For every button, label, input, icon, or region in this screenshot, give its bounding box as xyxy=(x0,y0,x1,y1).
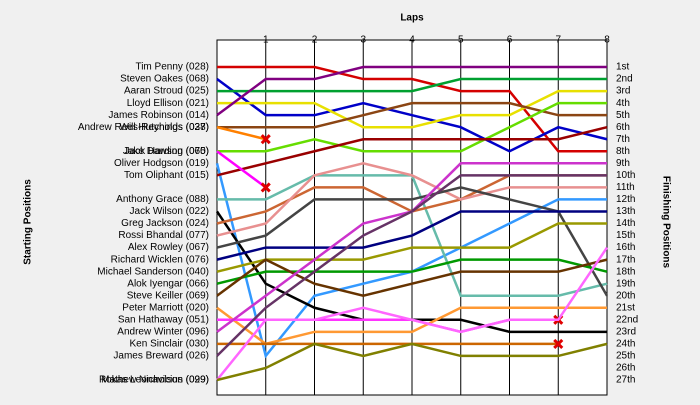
finishing-position-label: 27th xyxy=(616,375,635,386)
driver-line xyxy=(216,65,607,117)
starting-position-label: Steve Keiller (069) xyxy=(127,290,209,301)
finishing-position-label: 22nd xyxy=(616,314,638,325)
starting-position-label: Mathew Nicholson (029) xyxy=(101,375,209,386)
finishing-position-label: 25th xyxy=(616,351,635,362)
finishing-position-label: 23rd xyxy=(616,326,636,337)
starting-position-label: Will Hutchings (027) xyxy=(120,122,209,133)
driver-line xyxy=(216,174,607,357)
finishing-position-label: 13th xyxy=(616,206,635,217)
retirement-marker xyxy=(260,134,271,145)
starting-position-label: Michael Sanderson (040) xyxy=(97,266,209,277)
finishing-position-label: 14th xyxy=(616,218,635,229)
finishing-position-label: 18th xyxy=(616,266,635,277)
starting-position-label: Peter Marriott (020) xyxy=(122,302,209,313)
finishing-position-label: 24th xyxy=(616,339,635,350)
finishing-position-label: 20th xyxy=(616,290,635,301)
starting-position-label: Rossi Bhandal (077) xyxy=(118,230,209,241)
finishing-position-label: 6th xyxy=(616,122,630,133)
driver-line xyxy=(216,258,608,285)
starting-position-label: Oliver Hodgson (019) xyxy=(114,158,209,169)
finishing-position-label: 15th xyxy=(616,230,635,241)
x-tick-label: 5 xyxy=(458,35,464,46)
driver-line xyxy=(216,125,608,177)
starting-position-label: Andrew Winter (096) xyxy=(117,326,209,337)
finishing-position-label: 11th xyxy=(616,182,635,193)
retirement-marker xyxy=(553,338,564,349)
driver-line xyxy=(216,186,609,297)
driver-line xyxy=(216,162,607,237)
x-tick-label: 6 xyxy=(507,35,513,46)
starting-position-label: Richard Wicklen (076) xyxy=(111,254,209,265)
finishing-position-label: 1st xyxy=(616,62,630,73)
driver-line xyxy=(217,101,607,153)
finishing-position-label: 26th xyxy=(616,363,635,374)
y-axis-title: Starting Positions xyxy=(23,179,34,265)
finishing-position-label: 8th xyxy=(616,146,630,157)
finishing-position-label: 9th xyxy=(616,158,630,169)
starting-position-label: Ken Sinclair (030) xyxy=(130,339,209,350)
starting-position-label: Alok Iyengar (066) xyxy=(127,278,209,289)
x-tick-label: 2 xyxy=(312,35,318,46)
driver-line xyxy=(216,78,608,153)
driver-line xyxy=(216,306,607,346)
finishing-position-label: 10th xyxy=(616,170,635,181)
starting-position-label: James Breward (026) xyxy=(113,351,209,362)
starting-position-label: Jack Wilson (022) xyxy=(130,206,209,217)
finishing-position-label: 4th xyxy=(616,98,630,109)
starting-position-label: Jack Harding (065) xyxy=(125,146,209,157)
starting-position-label: Tim Penny (028) xyxy=(135,62,209,73)
starting-position-label: Greg Jackson (024) xyxy=(121,218,209,229)
driver-line xyxy=(216,222,607,273)
finishing-position-label: 3rd xyxy=(616,86,630,97)
finishing-position-label: 12th xyxy=(616,194,635,205)
finishing-position-label: 5th xyxy=(616,110,630,121)
starting-position-label: San Hathaway (051) xyxy=(118,314,209,325)
starting-position-label: James Robinson (014) xyxy=(108,110,209,121)
y2-axis-title: Finishing Positions xyxy=(660,176,671,269)
driver-line xyxy=(217,65,607,153)
starting-position-label: Anthony Grace (088) xyxy=(116,194,209,205)
chart-title: Laps xyxy=(400,13,424,24)
x-tick-label: 1 xyxy=(263,35,269,46)
retirement-marker xyxy=(260,182,271,193)
x-tick-label: 3 xyxy=(360,35,366,46)
x-tick-label: 8 xyxy=(604,35,610,46)
finishing-position-label: 16th xyxy=(616,242,635,253)
driver-line xyxy=(217,89,607,129)
starting-position-label: Jake Dawson (070) xyxy=(123,146,209,157)
driver-line xyxy=(216,125,267,141)
finishing-position-label: 7th xyxy=(616,134,630,145)
starting-position-label: Aaran Stroud (025) xyxy=(124,86,209,97)
starting-position-label: Alex Rowley (067) xyxy=(128,242,209,253)
finishing-position-label: 2nd xyxy=(616,74,633,85)
driver-line xyxy=(216,342,608,382)
driver-line xyxy=(216,210,607,261)
starting-position-label: Steven Oakes (068) xyxy=(120,74,209,85)
starting-position-label: Lloyd Ellison (021) xyxy=(127,98,209,109)
driver-line xyxy=(216,246,609,381)
driver-line xyxy=(216,150,267,189)
x-tick-label: 4 xyxy=(409,35,415,46)
starting-position-label: Tom Oliphant (015) xyxy=(124,170,209,181)
driver-line xyxy=(216,258,608,298)
starting-position-label: Andrew Rees-Reynolds (038) xyxy=(78,122,209,133)
finishing-position-label: 17th xyxy=(616,254,635,265)
driver-line xyxy=(217,77,607,93)
x-tick-label: 7 xyxy=(555,35,561,46)
starting-position-label: Rokas Leonavicius (099) xyxy=(99,375,209,386)
finishing-position-label: 19th xyxy=(616,278,635,289)
finishing-position-label: 21st xyxy=(616,302,635,313)
